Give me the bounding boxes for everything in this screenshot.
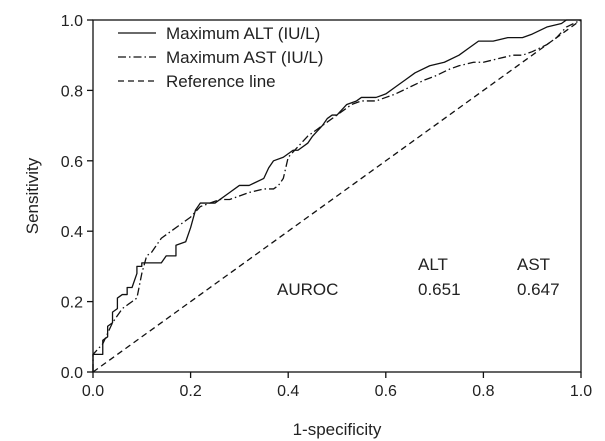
y-tick-label: 0.0: [61, 365, 83, 382]
auroc-col1-header: ALT: [418, 255, 448, 274]
x-tick-label: 0.6: [375, 383, 397, 400]
series-line-alt: [92, 19, 581, 372]
plot-frame: [92, 19, 582, 373]
series-group: [92, 19, 582, 373]
legend-label-ast: Maximum AST (IU/L): [166, 48, 323, 67]
legend: Maximum ALT (IU/L) Maximum AST (IU/L) Re…: [118, 24, 323, 91]
x-tick-label: 0.2: [179, 383, 201, 400]
y-tick-label: 0.4: [61, 224, 83, 241]
auroc-label: AUROC: [277, 280, 338, 299]
legend-label-reference: Reference line: [166, 72, 276, 91]
x-tick-label: 1.0: [570, 383, 592, 400]
y-tick-label: 0.6: [61, 154, 83, 171]
axis-ticks: 0.0 0.2 0.4 0.6 0.8 1.0 0.0 0.2 0.4 0.6 0.8 1.0: [61, 13, 592, 400]
series-line-reference: [92, 19, 582, 373]
y-tick-label: 0.8: [61, 83, 83, 100]
y-tick-label: 0.2: [61, 295, 83, 312]
x-tick-label: 0.8: [472, 383, 494, 400]
x-tick-label: 0.4: [277, 383, 299, 400]
auroc-annotation: ALT AST AUROC 0.651 0.647: [277, 255, 560, 299]
x-tick-label: 0.0: [82, 383, 104, 400]
x-axis-title: 1-specificity: [293, 420, 382, 439]
auroc-ast-value: 0.647: [517, 280, 560, 299]
auroc-alt-value: 0.651: [418, 280, 461, 299]
y-tick-label: 1.0: [61, 13, 83, 30]
legend-label-alt: Maximum ALT (IU/L): [166, 24, 320, 43]
y-axis-title: Sensitivity: [23, 157, 42, 234]
auroc-col2-header: AST: [517, 255, 550, 274]
